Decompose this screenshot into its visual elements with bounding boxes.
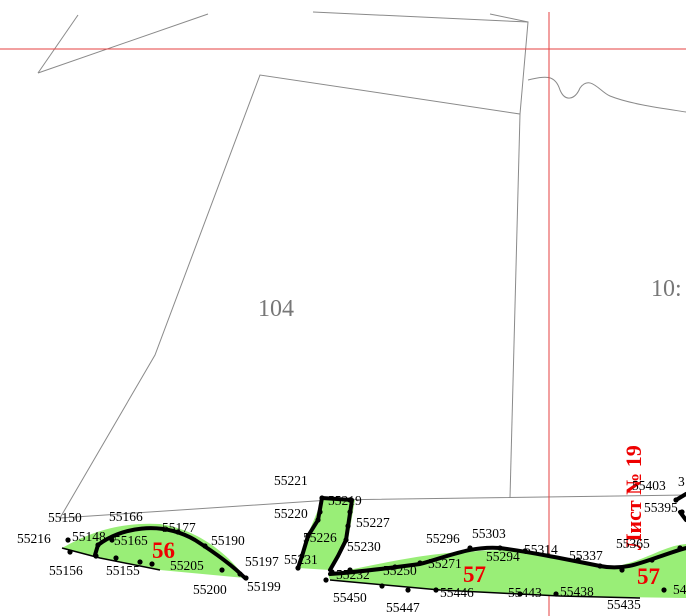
point-label: 54 xyxy=(673,582,686,597)
vertex-point xyxy=(619,567,625,573)
boundary-vertices xyxy=(65,495,685,597)
zone-57-label-2[interactable]: 57 xyxy=(637,564,660,589)
point-label: 55205 xyxy=(170,558,204,573)
vertex-point xyxy=(329,569,335,575)
point-label: 55443 xyxy=(508,585,542,600)
vertex-point xyxy=(347,497,353,503)
vertex-point xyxy=(219,567,225,573)
vertex-point xyxy=(299,553,305,559)
point-label: 55435 xyxy=(607,597,641,612)
point-label: 55250 xyxy=(383,563,417,578)
point-label: 55450 xyxy=(333,590,367,605)
vertex-point xyxy=(575,557,581,563)
zone-56-label[interactable]: 56 xyxy=(152,538,175,563)
vertex-point xyxy=(345,523,351,529)
vertex-point xyxy=(202,543,208,549)
parcel-105-label[interactable]: 10: xyxy=(651,276,682,302)
vertex-point xyxy=(243,575,249,581)
point-label: 55314 xyxy=(524,542,558,557)
vertex-point xyxy=(417,560,423,566)
vertex-point xyxy=(237,571,243,577)
vertex-point xyxy=(467,545,473,551)
vertex-point xyxy=(295,565,301,571)
sheet-grid xyxy=(0,12,686,616)
vertex-point xyxy=(319,495,325,501)
vertex-point xyxy=(113,555,119,561)
point-label: 55200 xyxy=(193,582,227,597)
point-label: 55403 xyxy=(632,478,666,493)
point-label: 55148 xyxy=(72,529,106,544)
point-label: 55271 xyxy=(428,556,462,571)
point-label: 55446 xyxy=(440,585,474,600)
vertex-point xyxy=(149,561,155,567)
vertex-point xyxy=(405,587,411,593)
point-label: 55294 xyxy=(486,549,520,564)
vertex-point xyxy=(661,587,667,593)
point-label: 55177 xyxy=(162,520,196,535)
vertex-point xyxy=(522,548,528,554)
point-label: 55395 xyxy=(644,500,678,515)
point-label: 55447 xyxy=(386,600,420,615)
point-label: 55231 xyxy=(284,552,318,567)
vertex-point xyxy=(315,517,321,523)
point-label: 55226 xyxy=(303,530,337,545)
vertex-point xyxy=(343,537,349,543)
vertex-point xyxy=(305,533,311,539)
point-label: 55156 xyxy=(49,563,83,578)
point-label: 55216 xyxy=(17,531,51,546)
point-label: 55365 xyxy=(616,536,650,551)
vertex-point xyxy=(347,567,353,573)
point-label: 3 xyxy=(678,474,685,489)
point-label: 55199 xyxy=(247,579,281,594)
point-label: 55303 xyxy=(472,526,506,541)
vertex-point xyxy=(649,557,655,563)
vertex-point xyxy=(497,545,503,551)
vertex-point xyxy=(392,564,398,570)
vertex-point xyxy=(137,559,143,565)
point-label: 55155 xyxy=(106,563,140,578)
zone-57-label[interactable]: 57 xyxy=(463,562,486,587)
vertex-point xyxy=(673,497,679,503)
vertex-point xyxy=(65,537,71,543)
point-label: 55197 xyxy=(245,554,279,569)
vertex-point xyxy=(317,509,323,515)
point-label: 55296 xyxy=(426,531,460,546)
vertex-point xyxy=(553,591,559,597)
point-labels: 55150 55166 55177 55216 55148 55165 5519… xyxy=(17,473,686,615)
vertex-point xyxy=(433,587,439,593)
vertex-point xyxy=(677,545,683,551)
parcel-boundaries xyxy=(37,11,686,519)
point-label: 55165 xyxy=(114,533,148,548)
vertex-point xyxy=(379,583,385,589)
vertex-point xyxy=(109,537,115,543)
point-label: 55337 xyxy=(569,548,603,563)
point-label: 55190 xyxy=(211,533,245,548)
vertex-point xyxy=(323,577,329,583)
vertex-point xyxy=(175,529,181,535)
point-label: 55227 xyxy=(356,515,390,530)
vertex-point xyxy=(95,542,101,548)
point-label: 55221 xyxy=(274,473,308,488)
point-label: 55166 xyxy=(109,509,143,524)
vertex-point xyxy=(597,563,603,569)
point-label: 55230 xyxy=(347,539,381,554)
vertex-point xyxy=(347,509,353,515)
point-label: 55438 xyxy=(560,584,594,599)
vertex-point xyxy=(517,591,523,597)
point-label: 55219 xyxy=(328,493,362,508)
vertex-point xyxy=(67,549,73,555)
vertex-point xyxy=(679,509,685,515)
sheet-number-label: Лист № 19 xyxy=(621,445,646,550)
point-label: 55150 xyxy=(48,510,82,525)
parcel-104-label[interactable]: 104 xyxy=(258,296,294,322)
point-label: 55232 xyxy=(336,567,370,582)
vertex-point xyxy=(93,553,99,559)
point-label: 55220 xyxy=(274,506,308,521)
